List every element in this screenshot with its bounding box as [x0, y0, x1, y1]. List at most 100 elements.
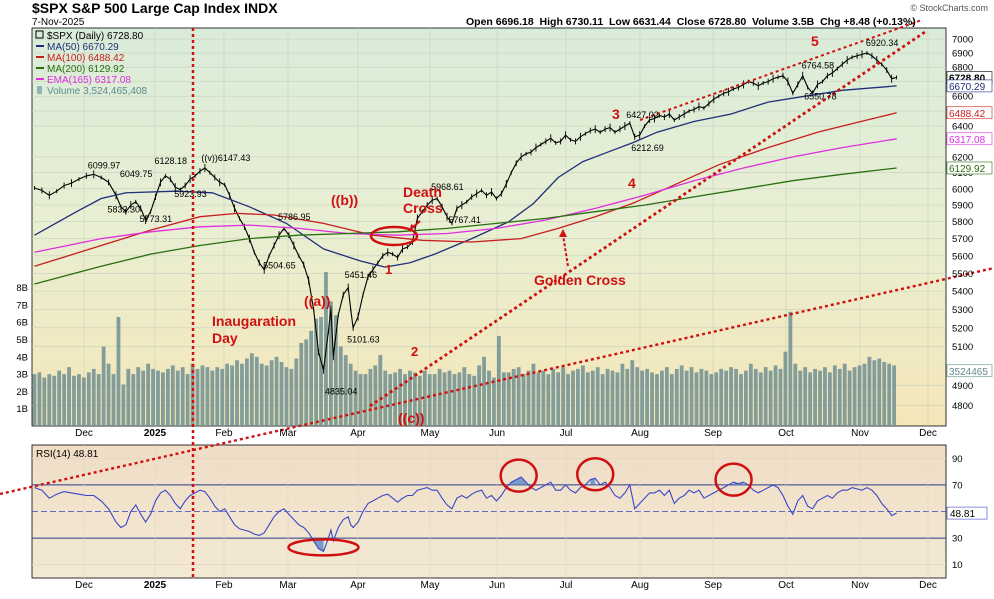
volume-bar: [492, 377, 496, 426]
volume-bar: [141, 370, 146, 426]
header-symbol: $SPX S&P 500 Large Cap Index INDX: [32, 0, 278, 16]
y-tick-label: 5800: [952, 217, 973, 228]
volume-bar: [783, 351, 788, 426]
wave-2: 2: [411, 344, 418, 359]
volume-bar: [788, 311, 793, 426]
rsi-overbought-fill: [590, 478, 596, 485]
volume-tick-label: 8B: [16, 283, 28, 294]
rsi-highlight-circle: [287, 538, 360, 557]
volume-bar: [818, 370, 822, 426]
annotation-death: Death: [403, 184, 442, 200]
volume-bar: [561, 367, 566, 426]
rsi-highlight-circle: [575, 457, 615, 492]
y-tick-label: 6000: [952, 184, 973, 195]
volume-bar: [136, 367, 141, 426]
volume-bar: [748, 363, 753, 426]
volume-bar: [590, 370, 595, 426]
rsi-x-tick-label: Oct: [778, 580, 794, 591]
price-label: 6049.75: [120, 169, 153, 179]
annotation-cross: Cross: [403, 200, 443, 216]
price-label: 6920.34: [866, 38, 899, 48]
price-panel-bg: [31, 27, 947, 427]
price-label: 5968.61: [431, 182, 464, 192]
volume-bar: [412, 372, 417, 426]
volume-bar: [457, 372, 462, 426]
volume-bar: [37, 372, 42, 426]
volume-bar: [165, 368, 170, 426]
rsi-value-tag: [946, 506, 988, 520]
right-value-tag-label: 6670.29: [949, 82, 986, 93]
volume-bar: [96, 374, 101, 426]
y-tick-label: 5900: [952, 201, 973, 212]
golden-cross-arrow: [562, 234, 569, 267]
volume-bar: [393, 372, 398, 426]
volume-bar: [744, 370, 748, 426]
legend-ema165: EMA(165) 6317.08: [47, 75, 131, 86]
volume-bar: [126, 368, 131, 426]
volume-bar: [625, 368, 630, 426]
volume-bar: [753, 368, 758, 426]
volume-bar: [615, 372, 620, 426]
volume-bar: [131, 374, 136, 426]
volume-bar: [462, 367, 467, 426]
price-label: 4835.04: [325, 386, 358, 396]
volume-bar: [427, 374, 432, 426]
volume-bar: [803, 367, 808, 426]
legend-ma50: MA(50) 6670.29: [47, 42, 119, 53]
x-tick-label: 2025: [144, 428, 167, 439]
volume-bar: [813, 368, 817, 426]
right-value-tag: [946, 106, 993, 120]
volume-bar: [432, 374, 437, 426]
volume-bar: [556, 372, 561, 426]
volume-bar: [694, 372, 699, 426]
wave-4: 4: [628, 175, 636, 191]
legend-spx: $SPX (Daily) 6728.80: [47, 31, 144, 42]
rsi-series: [34, 476, 897, 553]
rsi-x-tick-label: 2025: [144, 580, 167, 591]
volume-tick-label: 4B: [16, 352, 28, 363]
volume-bar: [882, 361, 887, 426]
volume-bar: [595, 367, 600, 426]
price-label: 5786.95: [278, 212, 311, 222]
right-value-tag: [946, 79, 993, 93]
rsi-x-tick-label: Dec: [75, 580, 93, 591]
volume-bar: [763, 367, 768, 426]
volume-bar: [610, 370, 615, 426]
golden-cross-arrowhead: [559, 229, 567, 237]
volume-bar: [111, 374, 116, 426]
volume-bar: [348, 363, 353, 426]
volume-bar: [739, 374, 743, 426]
volume-bar: [52, 375, 57, 426]
wave-b: ((b)): [331, 192, 358, 208]
volume-bar: [86, 372, 91, 426]
y-tick-label: 5200: [952, 323, 973, 334]
y-tick-label: 5400: [952, 287, 973, 298]
volume-bar: [72, 375, 76, 426]
volume-tick-label: 5B: [16, 335, 28, 346]
volume-tick-label: 6B: [16, 318, 28, 329]
volume-bar: [477, 365, 482, 426]
y-tick-label: 6900: [952, 49, 973, 60]
price-label: 6427.02: [626, 110, 659, 120]
volume-bar: [294, 358, 299, 426]
volume-bar: [808, 372, 813, 426]
trendline-upper: [639, 19, 923, 121]
volume-bar: [857, 365, 862, 426]
volume-bar: [314, 318, 318, 426]
volume-bar: [279, 361, 284, 426]
volume-bar: [536, 372, 541, 426]
volume-bar: [116, 317, 121, 426]
legend: $SPX (Daily) 6728.80 MA(50) 6670.29 MA(1…: [47, 31, 148, 97]
volume-bar: [566, 374, 570, 426]
volume-bar: [185, 374, 190, 426]
volume-bar: [501, 372, 506, 426]
volume-bar: [215, 367, 220, 426]
volume-bar: [304, 339, 309, 426]
volume-bar: [699, 368, 704, 426]
legend-swatch-volume: [37, 86, 42, 94]
rsi-value-tag-label: 48.81: [950, 509, 975, 520]
volume-bar: [837, 368, 842, 426]
volume-bar: [284, 367, 289, 426]
